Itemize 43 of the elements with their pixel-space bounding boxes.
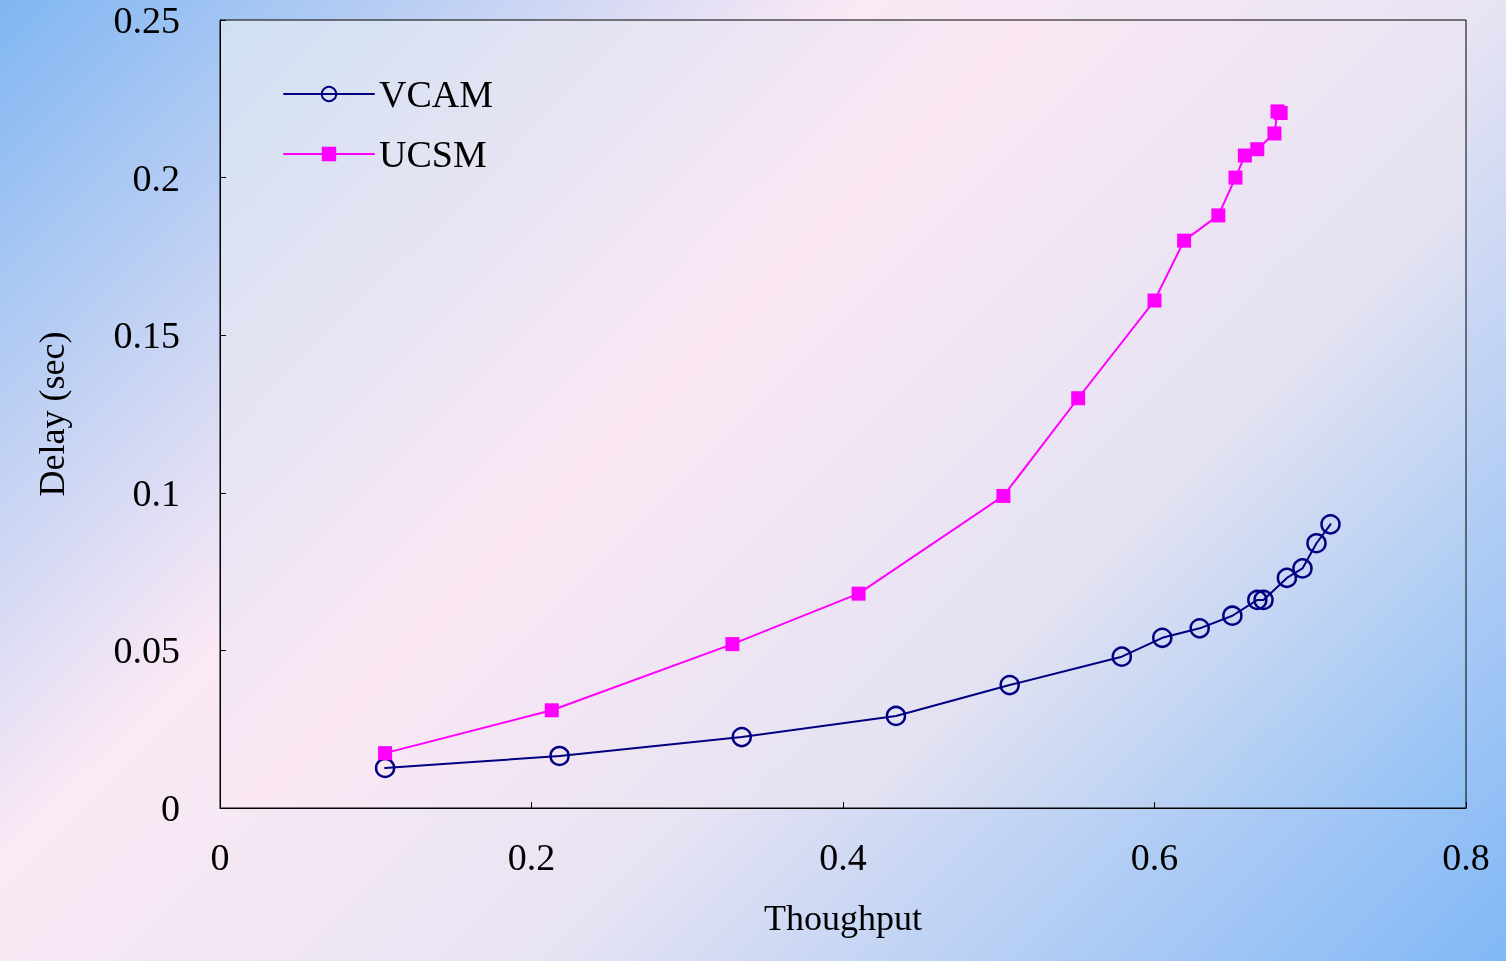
point bbox=[1228, 170, 1243, 185]
point bbox=[996, 488, 1011, 503]
x-tick-label: 0.4 bbox=[819, 836, 867, 878]
point bbox=[378, 746, 393, 761]
point bbox=[374, 757, 396, 779]
point bbox=[1111, 646, 1133, 667]
point bbox=[1320, 514, 1341, 535]
point bbox=[1177, 233, 1192, 248]
point bbox=[1253, 589, 1274, 611]
x-tick-label: 0.2 bbox=[507, 836, 556, 878]
point bbox=[544, 703, 559, 718]
y-tick-label: 0.1 bbox=[132, 471, 180, 514]
point bbox=[725, 637, 740, 652]
y-tick-label: 0.05 bbox=[113, 629, 180, 672]
y-tick-label: 0.25 bbox=[113, 0, 180, 41]
point bbox=[1267, 126, 1282, 141]
point bbox=[1071, 391, 1086, 406]
point bbox=[1222, 605, 1243, 626]
point bbox=[885, 705, 907, 727]
y-tick-label: 0.2 bbox=[132, 156, 180, 199]
point bbox=[1292, 558, 1313, 579]
x-tick-label: 0 bbox=[210, 836, 230, 878]
point bbox=[1237, 148, 1252, 163]
point bbox=[1306, 532, 1327, 554]
legend-label: VCAM bbox=[379, 73, 494, 115]
x-axis-title: Thoughput bbox=[764, 898, 922, 938]
point bbox=[1250, 142, 1265, 157]
point bbox=[1147, 293, 1162, 308]
point bbox=[1152, 627, 1173, 649]
x-tick-label: 0.6 bbox=[1130, 836, 1179, 878]
point bbox=[851, 586, 866, 601]
y-tick-label: 0.15 bbox=[113, 314, 180, 357]
point bbox=[1189, 618, 1210, 639]
x-tick-label: 0.8 bbox=[1442, 836, 1490, 878]
point bbox=[1247, 589, 1268, 611]
y-axis-title: Delay (sec) bbox=[32, 331, 72, 497]
legend-label: UCSM bbox=[379, 133, 487, 175]
y-tick-label: 0 bbox=[161, 787, 180, 829]
point bbox=[731, 726, 753, 748]
point bbox=[549, 745, 570, 767]
point bbox=[999, 674, 1020, 696]
point bbox=[1276, 567, 1298, 589]
point bbox=[1211, 208, 1226, 223]
